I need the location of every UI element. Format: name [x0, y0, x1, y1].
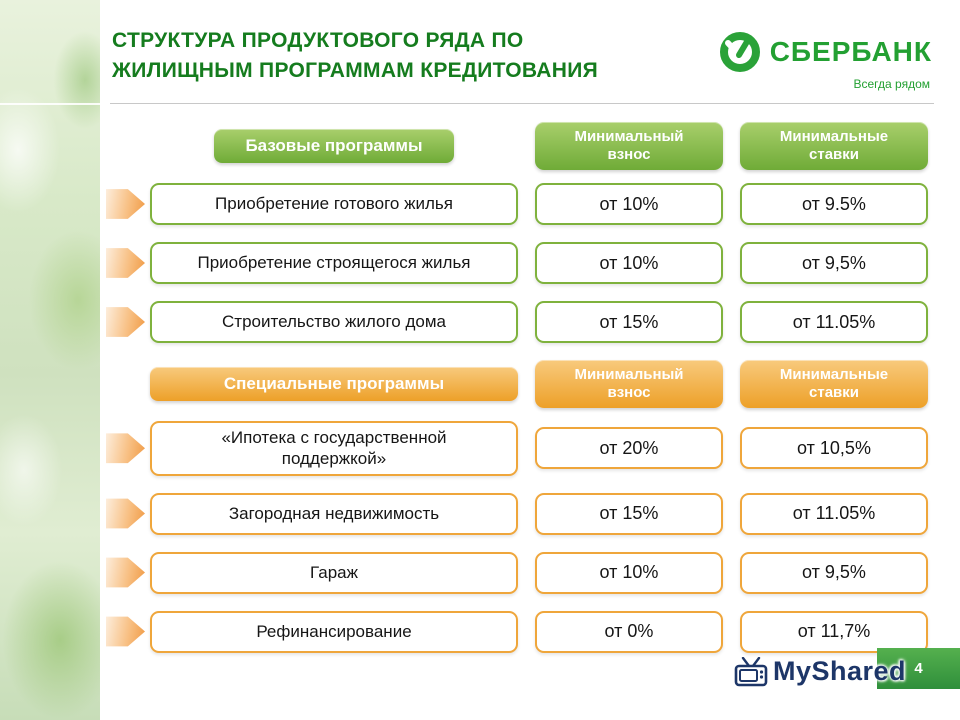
arrow-icon	[106, 248, 145, 278]
tv-icon	[734, 656, 768, 687]
special-section-header-row: Специальные программы Минимальный взнос …	[105, 360, 929, 408]
myshared-text: MyShared	[772, 656, 906, 686]
program-cell: «Ипотека с государственной поддержкой»	[105, 421, 518, 476]
program-cell: Рефинансирование	[105, 610, 518, 653]
min-deposit-value: от 15%	[535, 492, 723, 535]
sberbank-tagline: Всегда рядом	[853, 77, 931, 91]
column-header-min-rate: Минимальные ставки	[740, 122, 928, 170]
program-name: Гараж	[150, 551, 518, 594]
base-section-title-cell: Базовые программы	[105, 129, 518, 163]
sberbank-logo-row: СБЕРБАНК	[718, 30, 932, 74]
page-title-line-1: СТРУКТУРА ПРОДУКТОВОГО РЯДА ПО	[112, 29, 524, 52]
table-row: Рефинансирование от 0% от 11,7%	[105, 610, 929, 653]
min-rate-value: от 9,5%	[740, 551, 928, 594]
min-rate-value: от 11,7%	[740, 610, 928, 653]
arrow-icon	[106, 498, 145, 529]
table-row: Гараж от 10% от 9,5%	[105, 551, 929, 594]
program-cell: Гараж	[105, 551, 518, 594]
base-section-title: Базовые программы	[214, 129, 454, 163]
program-name: Строительство жилого дома	[150, 301, 518, 343]
programs-table: Базовые программы Минимальный взнос Мини…	[105, 122, 929, 653]
program-name: «Ипотека с государственной поддержкой»	[150, 421, 518, 476]
program-cell: Приобретение строящегося жилья	[105, 242, 518, 284]
sberbank-logo-text: СБЕРБАНК	[769, 36, 932, 67]
min-rate-value: от 9,5%	[740, 242, 928, 284]
table-row: Приобретение строящегося жилья от 10% от…	[105, 242, 929, 284]
page-title-line-2: ЖИЛИЩНЫМ ПРОГРАММАМ КРЕДИТОВАНИЯ	[112, 59, 598, 83]
program-name: Загородная недвижимость	[150, 492, 518, 535]
special-section-title-cell: Специальные программы	[105, 367, 518, 401]
program-name: Приобретение готового жилья	[150, 183, 518, 225]
table-row: Загородная недвижимость от 15% от 11.05%	[105, 492, 929, 535]
program-cell: Загородная недвижимость	[105, 492, 518, 535]
min-rate-value: от 11.05%	[740, 492, 928, 535]
base-section-header-row: Базовые программы Минимальный взнос Мини…	[105, 122, 929, 170]
program-cell: Приобретение готового жилья	[105, 183, 518, 225]
slide-header: СТРУКТУРА ПРОДУКТОВОГО РЯДА ПО ЖИЛИЩНЫМ …	[100, 0, 960, 91]
arrow-icon	[106, 616, 145, 647]
min-rate-value: от 10,5%	[740, 427, 928, 470]
column-header-min-rate: Минимальные ставки	[740, 360, 928, 408]
page-number-badge: 4	[877, 648, 960, 689]
arrow-icon	[106, 307, 145, 337]
min-rate-value: от 11.05%	[740, 301, 928, 343]
min-rate-value: от 9.5%	[740, 183, 928, 225]
page-number: 4	[914, 660, 923, 677]
min-deposit-value: от 10%	[535, 183, 723, 225]
min-deposit-value: от 15%	[535, 301, 723, 343]
header-divider	[110, 103, 934, 104]
min-deposit-value: от 10%	[535, 551, 723, 594]
sberbank-logo-icon	[718, 30, 762, 74]
sberbank-logo: СБЕРБАНК Всегда рядом	[718, 30, 932, 91]
table-row: Приобретение готового жилья от 10% от 9.…	[105, 183, 929, 225]
min-deposit-value: от 20%	[535, 427, 723, 470]
table-row: «Ипотека с государственной поддержкой» о…	[105, 421, 929, 476]
column-header-min-deposit: Минимальный взнос	[535, 122, 723, 170]
page-title: СТРУКТУРА ПРОДУКТОВОГО РЯДА ПО ЖИЛИЩНЫМ …	[112, 26, 598, 87]
program-cell: Строительство жилого дома	[105, 301, 518, 343]
program-name: Приобретение строящегося жилья	[150, 242, 518, 284]
min-deposit-value: от 10%	[535, 242, 723, 284]
slide-content: СТРУКТУРА ПРОДУКТОВОГО РЯДА ПО ЖИЛИЩНЫМ …	[100, 0, 960, 720]
myshared-watermark[interactable]: MyShared	[734, 656, 906, 687]
program-name: Рефинансирование	[150, 610, 518, 653]
arrow-icon	[106, 433, 145, 464]
column-header-min-deposit: Минимальный взнос	[535, 360, 723, 408]
table-row: Строительство жилого дома от 15% от 11.0…	[105, 301, 929, 343]
min-deposit-value: от 0%	[535, 610, 723, 653]
decorative-leaf-strip	[0, 0, 100, 720]
special-section-title: Специальные программы	[150, 367, 518, 401]
arrow-icon	[106, 189, 145, 219]
arrow-icon	[106, 557, 145, 588]
